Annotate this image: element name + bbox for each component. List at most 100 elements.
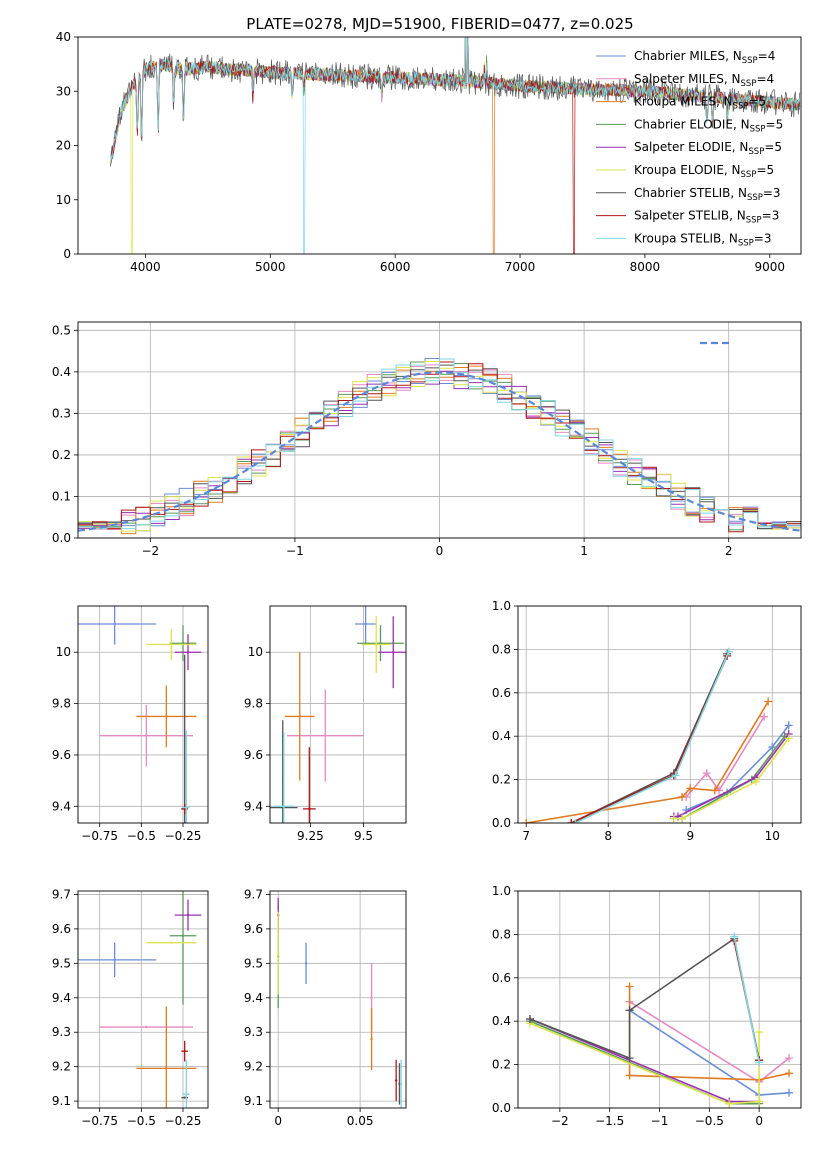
data-point [165,715,168,718]
y-tick-label: 1.0 [492,884,511,898]
data-point [392,651,395,654]
plus-marker [571,819,580,823]
data-point [170,643,173,646]
y-tick-label: 0.0 [52,531,71,545]
plus-marker [625,982,634,991]
errorbar-point-kroupa-stelib [183,1059,190,1108]
data-point [113,622,116,626]
series-salpeter-miles [682,712,769,801]
legend-tail: =5 [756,163,774,177]
x-tick-label: 7 [522,829,530,843]
plot-area [78,606,202,823]
x-tick-label: 2 [725,544,733,558]
y-tick-label: 10 [248,645,263,659]
plus-marker [686,784,695,793]
x-tick-label: 10 [765,829,780,843]
series-line [526,701,769,823]
axes-overlay: −0.75 −0.5 −0.25 9.4 9.6 9.8 10 [52,605,209,843]
series-line [575,651,730,823]
legend-label: Chabrier ELODIE, N [634,117,750,131]
series-line [529,1022,760,1105]
y-tick-label: 9.1 [52,1094,71,1108]
y-tick-label: 9.4 [244,799,263,813]
data-point [183,807,186,811]
x-tick-label: 0 [436,544,444,558]
plot-area [78,358,801,535]
y-tick-label: 9.4 [244,991,263,1005]
errorbar-point-chabrier-stelib [270,720,298,823]
legend-entry: Kroupa MILES, NSSP=5 [634,95,766,112]
gridlines [270,891,406,1108]
plus-marker [751,777,760,786]
plus-marker [724,647,733,656]
series-line [685,724,790,811]
data-point [183,1096,186,1099]
panel-spectrum: 4000 5000 6000 7000 8000 9000 0 10 20 30 40 Chabrie… [56,30,802,274]
legend-label: Kroupa ELODIE, N [634,163,741,177]
series-chabrier-stelib [525,934,764,1065]
legend-label: Salpeter ELODIE, N [634,140,748,154]
legend-label: Salpeter STELIB, N [634,209,746,223]
legend-tail: =3 [754,231,772,245]
x-tick-label: −0.75 [81,1114,118,1128]
errorbar-point-kroupa-miles [136,685,197,748]
legend-subscript: SSP [750,124,766,134]
data-point [181,642,185,645]
plus-marker [755,1097,764,1106]
legend-subscript: SSP [741,79,757,89]
x-tick-label: 1 [580,544,588,558]
axes-frame [77,36,802,255]
plot-area [270,606,406,823]
errorbar-point-kroupa-stelib [399,1059,403,1108]
plus-marker [671,771,680,780]
plus-marker [678,814,687,823]
series-kroupa-elodie [525,1019,764,1108]
plot-area [525,932,794,1108]
gaussian-curve [78,371,801,532]
series-kroupa-miles [522,697,773,823]
x-tick-label: 7000 [505,260,536,274]
y-tick-label: 10 [56,193,71,207]
plus-marker [768,743,777,752]
y-tick-label: 30 [56,84,71,98]
series-line [529,937,760,1061]
x-tick-label: −0.25 [165,1114,202,1128]
y-tick-label: 0.0 [492,816,511,830]
legend-entry: Chabrier STELIB, NSSP=3 [634,186,781,203]
y-tick-label: 9.8 [244,697,263,711]
errorbar-point-salpeter-stelib [181,1040,188,1062]
plus-marker [764,697,773,706]
series-line [685,716,765,798]
y-tick-label: 40 [56,30,71,44]
plus-marker [730,932,739,941]
x-tick-label: −1 [286,544,304,558]
x-tick-label: −0.5 [127,829,156,843]
x-tick-label: 0.05 [347,1114,374,1128]
plus-marker [669,814,678,823]
data-point [113,958,116,962]
series-salpeter-elodie [525,1015,764,1106]
data-point [186,651,190,654]
errorbar-point-kroupa-elodie [361,616,392,673]
y-tick-label: 0.2 [492,773,511,787]
series-line [570,653,728,823]
x-tick-label: −0.5 [695,1114,724,1128]
plus-marker [567,819,576,823]
errorbar-point-chabrier-elodie [169,891,197,1005]
series-line [673,737,790,820]
y-tick-label: 9.4 [52,799,71,813]
data-point [364,622,367,626]
legend-entry: Salpeter STELIB, NSSP=3 [634,209,779,226]
errorbar-point-kroupa-stelib [273,731,295,823]
legend-tail: =5 [749,95,767,109]
legend-label: Kroupa MILES, N [634,95,733,109]
data-point [394,1079,398,1082]
legend-tail: =4 [758,49,776,63]
errorbar-point-kroupa-elodie [146,941,197,944]
plus-marker [678,792,687,801]
y-tick-label: 1.0 [492,599,511,613]
x-tick-label: 4000 [130,260,161,274]
y-tick-label: 0.0 [492,1101,511,1115]
plus-marker [785,1088,794,1097]
errorbar-point-salpeter-miles [99,1025,193,1029]
